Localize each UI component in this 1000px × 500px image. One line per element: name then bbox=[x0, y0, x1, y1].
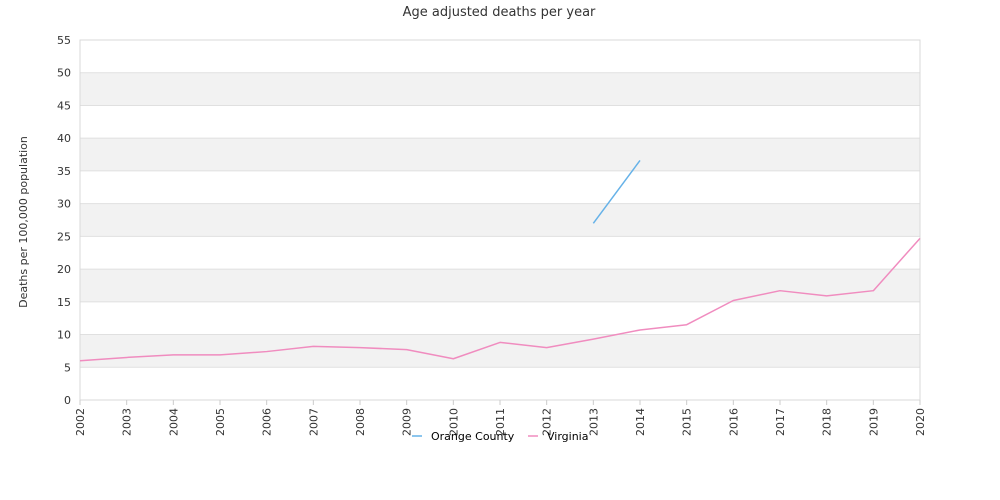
grid-bands bbox=[80, 40, 920, 400]
x-tick-label: 2017 bbox=[774, 408, 787, 436]
series-line-orange-county bbox=[592, 159, 641, 224]
grid-band bbox=[80, 301, 920, 335]
grid-band bbox=[80, 334, 920, 368]
series-line-virginia bbox=[79, 237, 921, 362]
series-lines bbox=[79, 159, 921, 362]
y-tick-label: 30 bbox=[57, 198, 71, 211]
grid-band bbox=[80, 40, 920, 73]
legend-label: Virginia bbox=[547, 430, 588, 443]
x-tick-label: 2011 bbox=[494, 408, 507, 436]
y-tick-label: 20 bbox=[57, 263, 71, 276]
x-tick-label: 2009 bbox=[401, 408, 414, 436]
x-tick-label: 2019 bbox=[867, 408, 880, 436]
y-tick-label: 5 bbox=[64, 361, 71, 374]
x-tick-label: 2020 bbox=[914, 408, 927, 436]
grid-band bbox=[80, 72, 920, 106]
y-tick-label: 25 bbox=[57, 230, 71, 243]
x-tick-label: 2002 bbox=[74, 408, 87, 436]
legend-item-virginia[interactable]: Virginia bbox=[528, 430, 588, 443]
chart-title: Age adjusted deaths per year bbox=[403, 5, 596, 20]
y-axis-title: Deaths per 100,000 population bbox=[17, 136, 30, 308]
grid-band bbox=[80, 236, 920, 270]
grid-band bbox=[80, 170, 920, 204]
x-tick-label: 2003 bbox=[121, 408, 134, 436]
grid-band bbox=[80, 269, 920, 302]
grid-band bbox=[80, 105, 920, 139]
y-tick-label: 0 bbox=[64, 394, 71, 407]
y-tick-label: 10 bbox=[57, 329, 71, 342]
grid-band bbox=[80, 367, 920, 400]
x-tick-label: 2015 bbox=[681, 408, 694, 436]
legend: Orange County Virginia bbox=[412, 430, 588, 443]
x-tick-label: 2006 bbox=[261, 408, 274, 436]
y-tick-label: 55 bbox=[57, 34, 71, 47]
y-tick-label: 50 bbox=[57, 67, 71, 80]
x-tick-label: 2010 bbox=[447, 408, 460, 436]
x-tick-label: 2018 bbox=[821, 408, 834, 436]
x-tick-label: 2016 bbox=[727, 408, 740, 436]
x-tick-label: 2008 bbox=[354, 408, 367, 436]
y-tick-label: 40 bbox=[57, 132, 71, 145]
x-tick-label: 2014 bbox=[634, 408, 647, 436]
x-tick-label: 2005 bbox=[214, 408, 227, 436]
x-tick-label: 2004 bbox=[167, 408, 180, 436]
x-tick-label: 2007 bbox=[307, 408, 320, 436]
y-tick-label: 45 bbox=[57, 99, 71, 112]
legend-label: Orange County bbox=[431, 430, 515, 443]
legend-item-orange-county[interactable]: Orange County bbox=[412, 430, 515, 443]
grid-band bbox=[80, 138, 920, 171]
y-axis: 0 5 10 15 20 25 30 35 40 45 50 55 bbox=[57, 34, 71, 407]
x-axis: 2002 2003 2004 2005 2006 2007 2008 2009 2010 2011… bbox=[74, 400, 927, 436]
x-tick-label: 2013 bbox=[587, 408, 600, 436]
x-tick-label: 2012 bbox=[541, 408, 554, 436]
grid-band bbox=[80, 203, 920, 237]
y-tick-label: 15 bbox=[57, 296, 71, 309]
y-tick-label: 35 bbox=[57, 165, 71, 178]
